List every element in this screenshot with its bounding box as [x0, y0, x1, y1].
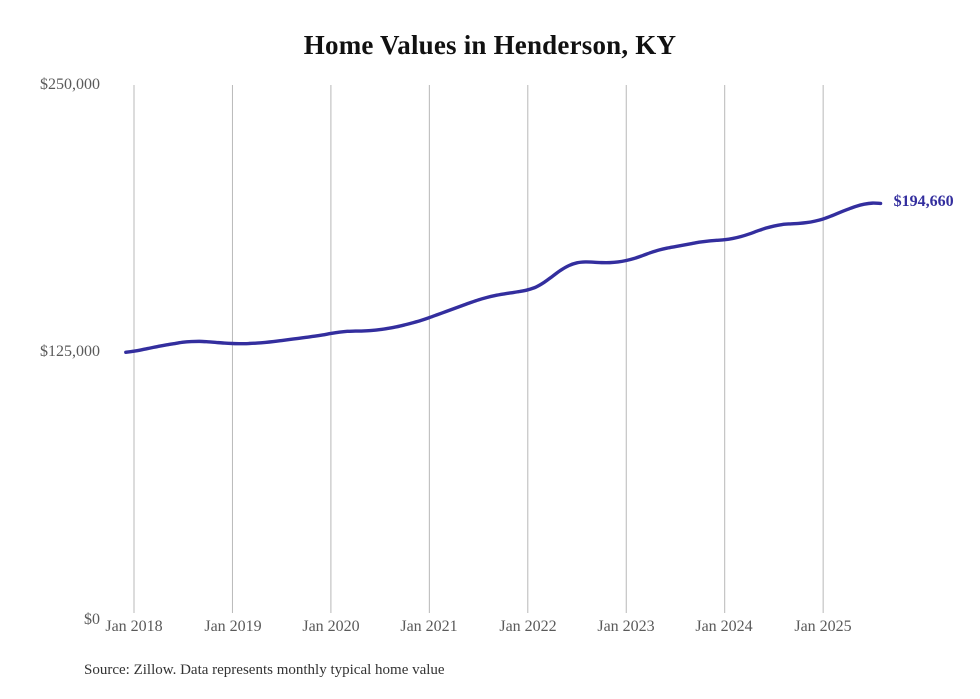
- x-axis-tick-jan-2020: Jan 2020: [302, 618, 360, 635]
- x-axis-tick-jan-2025: Jan 2025: [794, 618, 852, 635]
- x-axis-tick-jan-2019: Jan 2019: [204, 618, 262, 635]
- x-axis-tick-jan-2021: Jan 2021: [400, 618, 458, 635]
- y-axis-tick-0: $0: [84, 611, 100, 628]
- y-axis-tick-250000: $250,000: [40, 76, 100, 93]
- x-axis-tick-jan-2023: Jan 2023: [597, 618, 655, 635]
- x-axis-tick-jan-2024: Jan 2024: [695, 618, 753, 635]
- home-value-line: [124, 201, 883, 354]
- end-value-label: $194,660: [893, 193, 954, 211]
- x-axis-tick-jan-2022: Jan 2022: [499, 618, 557, 635]
- chart-footnote: Source: Zillow. Data represents monthly …: [84, 662, 445, 678]
- gridlines-group: [133, 85, 824, 613]
- chart-title: Home Values in Henderson, KY: [303, 30, 677, 60]
- x-axis-tick-jan-2018: Jan 2018: [105, 618, 163, 635]
- y-axis-tick-125000: $125,000: [40, 343, 100, 360]
